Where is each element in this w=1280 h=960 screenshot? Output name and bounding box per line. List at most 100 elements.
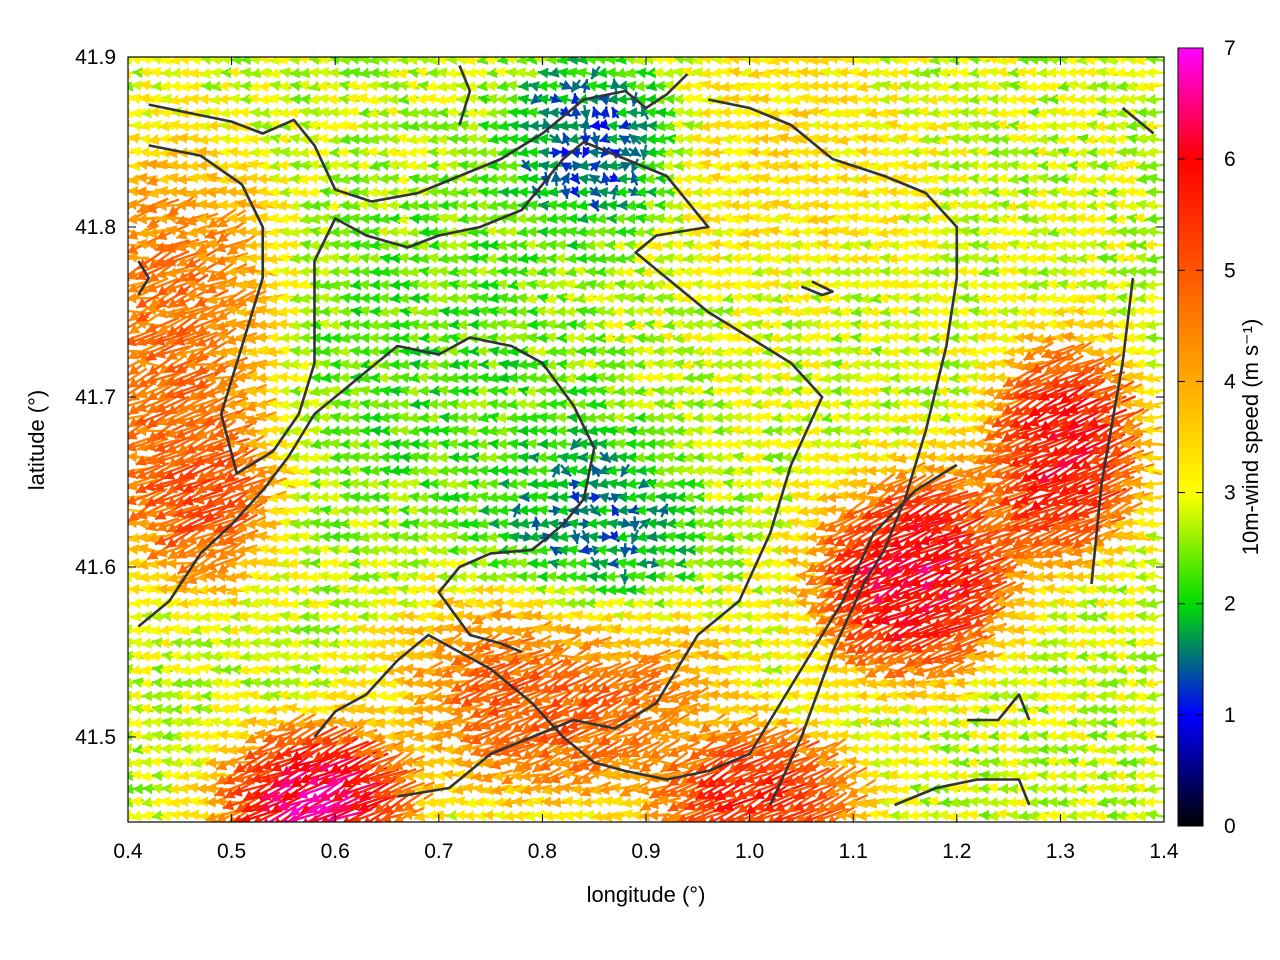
wind-arrow-head: [178, 783, 189, 795]
wind-arrow-head: [301, 747, 314, 758]
wind-arrow-head: [205, 812, 217, 822]
wind-arrow-head: [736, 732, 749, 744]
wind-arrow-head: [784, 786, 796, 797]
wind-arrow-head: [215, 796, 226, 808]
wind-arrow-head: [660, 814, 670, 822]
wind-arrow-head: [553, 810, 565, 822]
wind-arrow-head: [474, 796, 485, 808]
wind-arrow-head: [668, 812, 680, 822]
wind-arrow-head: [207, 770, 218, 782]
wind-arrow-head: [889, 809, 900, 821]
wind-arrow-head: [717, 732, 729, 743]
wind-arrow-head: [1105, 783, 1117, 794]
wind-arrow-head: [533, 796, 545, 807]
wind-arrow-head: [358, 801, 370, 812]
wind-arrow-head: [432, 731, 444, 743]
wind-arrow-head: [978, 783, 989, 795]
wind-arrow-head: [151, 770, 162, 782]
wind-arrow-head: [217, 729, 229, 741]
wind-arrow-head: [383, 742, 395, 754]
wind-arrow-head: [130, 730, 141, 741]
wind-arrow-head: [1006, 730, 1017, 742]
wind-arrow-head: [392, 786, 404, 797]
wind-arrow-head: [816, 789, 828, 800]
wind-arrow-head: [610, 782, 621, 794]
wind-arrow-head: [1104, 756, 1116, 768]
wind-arrow-head: [313, 733, 325, 744]
wind-arrow-head: [520, 784, 532, 796]
wind-arrow-head: [460, 733, 472, 744]
wind-arrow-head: [330, 747, 342, 759]
wind-arrow-head: [288, 760, 300, 771]
wind-arrow-head: [263, 817, 269, 822]
wind-arrow-head: [209, 730, 220, 742]
wind-arrow-head: [888, 757, 899, 769]
wind-arrow-head: [442, 769, 454, 781]
wind-arrow-head: [559, 745, 571, 757]
wind-arrow-head: [773, 813, 784, 822]
wind-arrow-head: [705, 789, 717, 800]
wind-arrow-head: [131, 810, 143, 822]
wind-arrow-head: [598, 735, 611, 745]
wind-arrow-head: [849, 730, 861, 742]
wind-arrow-head: [226, 744, 238, 756]
wind-arrow-head: [271, 761, 283, 772]
wind-arrow-head: [803, 813, 814, 822]
wind-arrow-head: [939, 796, 951, 808]
wind-arrow-head: [611, 796, 623, 807]
wind-arrow-head: [1134, 743, 1145, 755]
wind-arrow-head: [329, 762, 342, 773]
wind-arrow-head: [381, 787, 393, 798]
wind-arrow-head: [349, 800, 361, 811]
wind-arrow-head: [128, 796, 134, 808]
wind-arrow-head: [734, 775, 747, 786]
wind-arrow-head: [160, 810, 171, 822]
wind-arrow-head: [1017, 757, 1028, 768]
wind-arrow-head: [648, 809, 658, 821]
wind-arrow-head: [392, 773, 405, 784]
wind-arrow-head: [205, 782, 217, 794]
wind-arrow-head: [857, 784, 869, 796]
wind-arrow-head: [231, 786, 243, 797]
wind-arrow-head: [667, 787, 679, 798]
wind-arrow-head: [988, 743, 999, 755]
wind-arrow-head: [380, 812, 392, 822]
wind-arrow-head: [957, 782, 968, 794]
wind-arrow-head: [599, 755, 611, 767]
wind-arrow-head: [431, 742, 443, 754]
wind-arrow-head: [1057, 783, 1068, 795]
wind-arrow-head: [216, 774, 228, 785]
wind-arrow-head: [170, 757, 182, 768]
wind-arrow-head: [291, 777, 303, 788]
wind-arrow-head: [503, 784, 515, 795]
wind-arrow-head: [169, 770, 180, 782]
wind-arrow-head: [629, 747, 641, 758]
wind-arrow-shaft: [709, 804, 742, 822]
wind-arrow-head: [685, 773, 697, 784]
wind-arrow-head: [714, 802, 726, 813]
wind-arrow-head: [259, 801, 271, 812]
wind-arrow-head: [1045, 770, 1056, 782]
wind-arrow-head: [1085, 743, 1096, 755]
wind-arrow-head: [350, 813, 361, 822]
wind-arrow-head: [499, 733, 511, 744]
wind-arrow-head: [869, 743, 880, 755]
wind-arrow-head: [296, 788, 309, 799]
wind-arrow-head: [1106, 770, 1117, 781]
wind-arrow-head: [302, 817, 309, 822]
wind-arrow-head: [543, 810, 554, 822]
wind-arrow-head: [234, 762, 246, 773]
wind-arrow-head: [599, 784, 610, 795]
wind-arrow-head: [649, 748, 661, 759]
wind-arrow-head: [233, 772, 245, 784]
wind-arrow-head: [908, 770, 919, 782]
wind-arrow-head: [562, 796, 574, 807]
wind-arrow-head: [579, 732, 591, 744]
wind-arrow-head: [327, 774, 339, 786]
wind-arrow-head: [433, 756, 445, 768]
wind-arrow-head: [309, 792, 322, 803]
wind-arrow-head: [1017, 743, 1029, 755]
wind-arrow-head: [629, 782, 641, 794]
wind-arrow-head: [485, 797, 497, 808]
wind-arrow-head: [828, 815, 837, 822]
